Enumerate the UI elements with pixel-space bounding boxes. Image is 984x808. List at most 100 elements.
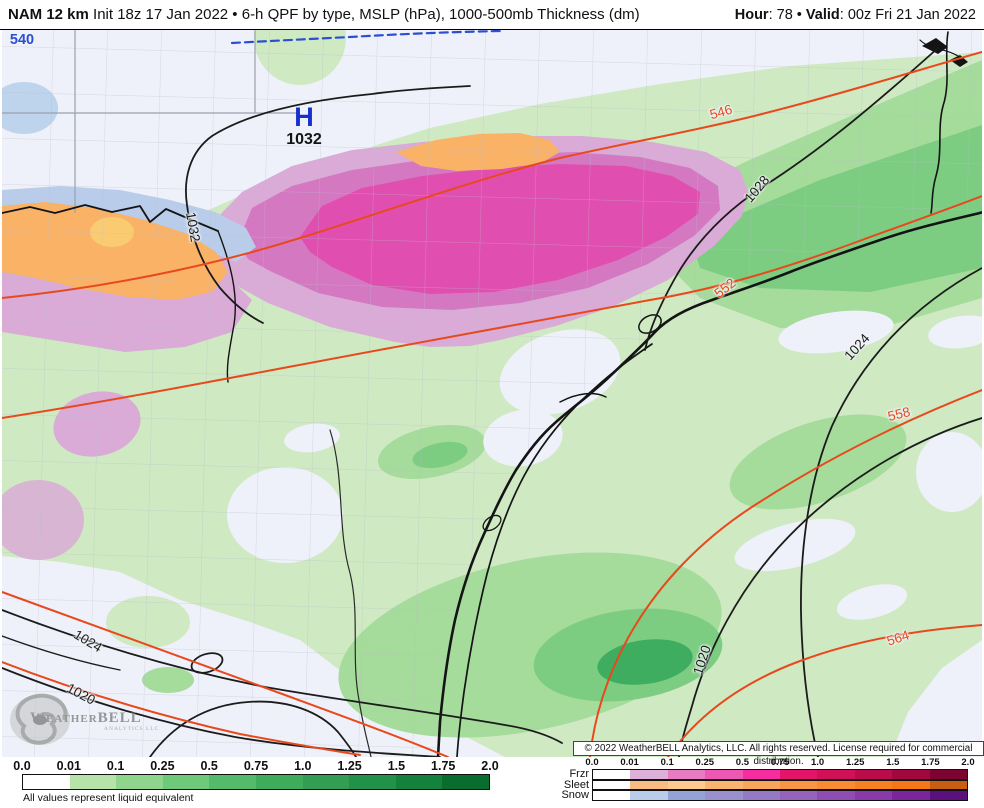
color-segment	[854, 791, 893, 800]
color-segment	[817, 791, 855, 800]
color-segment	[780, 770, 818, 779]
color-segment	[929, 791, 968, 800]
river-colorado	[329, 429, 372, 757]
watermark-sub: Analytics LLC	[104, 726, 160, 732]
valid-value: : 00z Fri 21 Jan 2022	[839, 6, 976, 23]
isobar-1028	[644, 47, 939, 351]
color-segment	[892, 780, 930, 789]
color-segment	[854, 780, 893, 789]
color-segment	[817, 770, 855, 779]
mslp-contours	[2, 47, 982, 757]
ptype-scale-ticks: 0.0 0.01 0.1 0.25 0.5 0.75 1.0 1.25 1.5 1.75 2.0	[585, 757, 974, 769]
model-name: NAM 12 km	[8, 6, 89, 23]
color-segment	[630, 780, 668, 789]
barrier-islands	[456, 343, 653, 757]
tick-label: 0.25	[695, 757, 715, 768]
tick-label: 1.25	[337, 759, 362, 773]
color-segment	[593, 791, 631, 800]
color-segment	[705, 780, 743, 789]
color-segment	[667, 770, 706, 779]
frzr-colorbar	[592, 769, 968, 780]
river-south	[217, 230, 236, 383]
color-segment	[817, 780, 855, 789]
thickness-sw-1	[2, 591, 449, 757]
valid-time: Hour: 78 • Valid: 00z Fri 21 Jan 2022	[735, 7, 976, 23]
tick-label: 0.1	[106, 759, 125, 773]
watermark: WeatherBELL Analytics LLC	[6, 690, 176, 754]
matagorda-bay	[559, 392, 607, 403]
color-segment	[209, 775, 256, 789]
lake	[950, 55, 968, 67]
valid-label: Valid	[805, 6, 840, 23]
tick-label: 1.5	[886, 757, 900, 768]
tick-label: 1.5	[387, 759, 406, 773]
ptype-label-snow: Snow	[561, 789, 589, 801]
tick-label: 0.0	[585, 757, 599, 768]
tick-label: 2.0	[481, 759, 499, 773]
hour-value: : 78 •	[768, 6, 806, 23]
map-subtitle: Init 18z 17 Jan 2022 • 6-h QPF by type, …	[93, 6, 640, 23]
tick-label: 0.5	[200, 759, 218, 773]
color-segment	[255, 775, 303, 789]
map-title: NAM 12 km Init 18z 17 Jan 2022 • 6-h QPF…	[8, 6, 640, 23]
ptype-row-sleet: Sleet	[544, 778, 968, 791]
color-segment	[892, 791, 930, 800]
color-segment	[892, 770, 930, 779]
thickness-552	[2, 195, 982, 419]
tick-label: 2.0	[961, 757, 975, 768]
rain-scale-ticks: 0.0 0.01 0.1 0.25 0.5 0.75 1.0 1.25 1.5 1.75 2.0	[13, 759, 498, 773]
tick-label: 0.75	[771, 757, 790, 768]
rain-colorbar	[22, 774, 490, 790]
tick-label: 0.01	[620, 757, 639, 768]
watermark-brand: WeatherBELL	[30, 710, 142, 726]
color-segment	[667, 791, 706, 800]
isobar-1024-west	[2, 609, 563, 744]
color-segment	[705, 791, 743, 800]
thickness-sw-2	[2, 661, 361, 756]
thickness-contours	[2, 30, 982, 757]
state-borders	[2, 30, 300, 213]
tick-label: 1.25	[845, 757, 865, 768]
isobar-1032	[185, 85, 471, 324]
thickness-546	[2, 51, 982, 299]
tick-label: 1.75	[431, 759, 456, 773]
color-segment	[116, 775, 163, 789]
thickness-540	[230, 30, 502, 45]
tick-label: 1.75	[921, 757, 940, 768]
header-bar: NAM 12 km Init 18z 17 Jan 2022 • 6-h QPF…	[0, 0, 984, 30]
copyright-notice: © 2022 WeatherBELL Analytics, LLC. All r…	[573, 741, 984, 767]
high-pressure-marker: H 1032	[282, 104, 326, 148]
color-segment	[742, 770, 781, 779]
legend-note: All values represent liquid equivalent	[23, 792, 194, 804]
galveston-bay	[638, 314, 662, 334]
color-segment	[23, 775, 70, 789]
color-segment	[780, 780, 818, 789]
tick-label: 0.75	[243, 759, 269, 773]
isobar-1020-west	[2, 667, 441, 757]
weather-map	[2, 30, 982, 757]
color-segment	[395, 775, 443, 789]
tick-label: 0.5	[735, 757, 749, 768]
color-segment	[69, 775, 117, 789]
color-segment	[929, 780, 968, 789]
isobar-short	[2, 635, 121, 671]
tick-label: 0.1	[660, 757, 674, 768]
thickness-558	[589, 389, 982, 757]
color-segment	[742, 780, 781, 789]
color-segment	[630, 770, 668, 779]
snow-colorbar	[592, 790, 968, 801]
color-segment	[630, 791, 668, 800]
color-segment	[705, 770, 743, 779]
corpus-bay	[482, 514, 502, 532]
isobar-1020-east	[678, 417, 982, 757]
color-segment	[593, 770, 631, 779]
color-segment	[162, 775, 210, 789]
closed-isobar	[190, 652, 224, 674]
tick-label: 0.25	[150, 759, 175, 773]
sleet-colorbar	[592, 779, 968, 790]
color-segment	[780, 791, 818, 800]
legend-bar: 0.0 0.01 0.1 0.25 0.5 0.75 1.0 1.25 1.5 1.75 2.0 A…	[0, 757, 984, 808]
ptype-label-sleet: Sleet	[563, 778, 589, 791]
tick-label: 1.0	[294, 759, 312, 773]
